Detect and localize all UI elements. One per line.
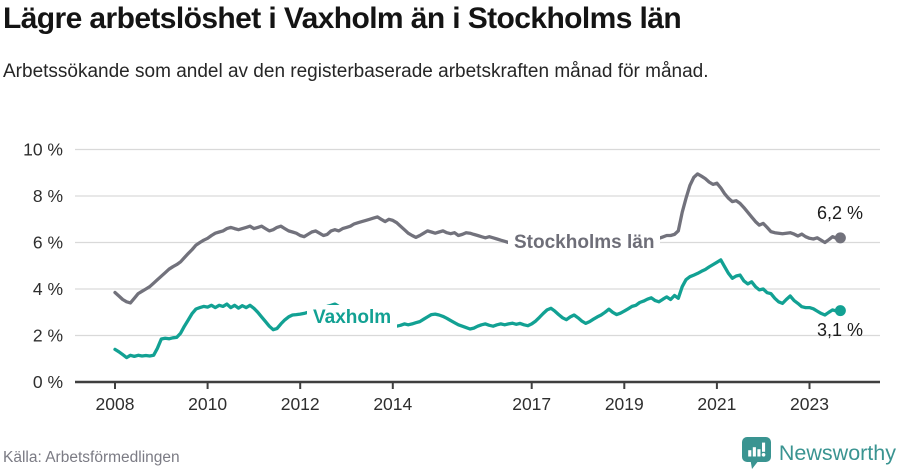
y-axis-tick-label: 10 %: [23, 140, 63, 160]
source-note: Källa: Arbetsförmedlingen: [3, 449, 180, 466]
y-axis-tick-label: 8 %: [33, 186, 63, 206]
newsworthy-logo: Newsworthy: [741, 436, 896, 470]
end-value-label-vaxholm: 3,1 %: [816, 320, 863, 340]
series-end-dot: [834, 305, 846, 317]
series-label-stockholms-lan: Stockholms län: [508, 230, 661, 256]
y-axis-tick-label: 0 %: [33, 372, 63, 392]
series-label-vaxholm: Vaxholm: [307, 305, 398, 331]
y-axis-tick-label: 2 %: [33, 326, 63, 346]
y-axis-tick-label: 4 %: [33, 279, 63, 299]
x-axis-tick-label: 2010: [188, 394, 227, 414]
x-axis-tick-label: 2017: [512, 394, 551, 414]
series-line-stockholms-l-n: [113, 172, 843, 305]
chart-subtitle: Arbetssökande som andel av den registerb…: [3, 61, 709, 82]
x-axis-tick-label: 2008: [96, 394, 135, 414]
y-axis-tick-label: 6 %: [33, 233, 63, 253]
page-title: Lägre arbetslöshet i Vaxholm än i Stockh…: [3, 2, 682, 35]
x-axis-tick-label: 2012: [281, 394, 320, 414]
x-axis-tick-label: 2023: [790, 394, 829, 414]
series-line-vaxholm: [113, 258, 843, 360]
newsworthy-wordmark: Newsworthy: [778, 440, 896, 465]
x-axis-tick-label: 2021: [697, 394, 736, 414]
x-axis-tick-label: 2019: [605, 394, 644, 414]
newsworthy-bubble-chart-icon: [741, 436, 772, 470]
series-end-dot: [834, 232, 846, 244]
x-axis-tick-label: 2014: [373, 394, 412, 414]
end-value-label-stockholms-lan: 6,2 %: [816, 203, 863, 223]
